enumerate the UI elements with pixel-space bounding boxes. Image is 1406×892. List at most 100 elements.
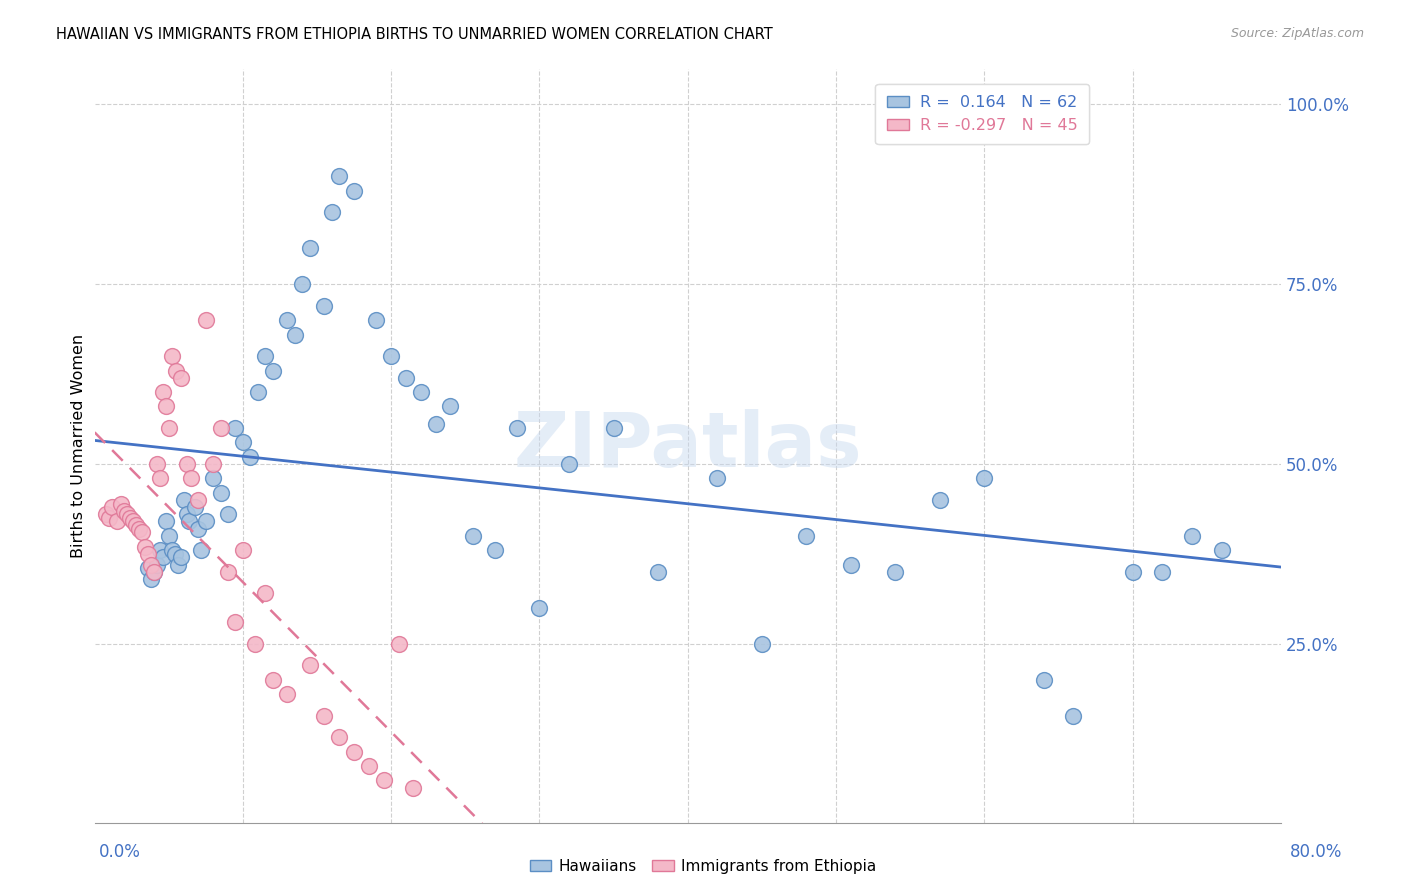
Point <box>298 241 321 255</box>
Point <box>169 370 191 384</box>
Point <box>202 457 225 471</box>
Point <box>173 492 195 507</box>
Point <box>96 508 118 522</box>
Point <box>232 435 254 450</box>
Point <box>157 421 180 435</box>
Point <box>169 550 191 565</box>
Point <box>884 565 907 579</box>
Point <box>112 504 135 518</box>
Point <box>184 500 207 515</box>
Point <box>142 565 165 579</box>
Point <box>328 169 350 184</box>
Point <box>187 492 209 507</box>
Point <box>395 370 418 384</box>
Point <box>243 637 266 651</box>
Text: 0.0%: 0.0% <box>98 843 141 861</box>
Point <box>1122 565 1144 579</box>
Point <box>1152 565 1174 579</box>
Point <box>142 565 165 579</box>
Point <box>529 600 551 615</box>
Point <box>217 565 239 579</box>
Point <box>1032 673 1054 687</box>
Point <box>202 471 225 485</box>
Point <box>1062 708 1084 723</box>
Point <box>298 658 321 673</box>
Point <box>120 511 142 525</box>
Text: HAWAIIAN VS IMMIGRANTS FROM ETHIOPIA BIRTHS TO UNMARRIED WOMEN CORRELATION CHART: HAWAIIAN VS IMMIGRANTS FROM ETHIOPIA BIR… <box>56 27 773 42</box>
Point <box>180 471 202 485</box>
Point <box>224 615 246 629</box>
Point <box>101 500 124 515</box>
Point <box>439 400 461 414</box>
Point <box>558 457 581 471</box>
Point <box>343 745 366 759</box>
Point <box>402 780 425 795</box>
Legend: Hawaiians, Immigrants from Ethiopia: Hawaiians, Immigrants from Ethiopia <box>523 853 883 880</box>
Point <box>209 485 232 500</box>
Point <box>163 547 186 561</box>
Point <box>217 508 239 522</box>
Point <box>254 586 277 600</box>
Point <box>1181 529 1204 543</box>
Point <box>179 515 201 529</box>
Point <box>343 184 366 198</box>
Point <box>321 205 343 219</box>
Point <box>1211 543 1233 558</box>
Point <box>155 515 177 529</box>
Point <box>134 540 156 554</box>
Point <box>357 759 380 773</box>
Point <box>187 522 209 536</box>
Point <box>796 529 818 543</box>
Point <box>157 529 180 543</box>
Point <box>136 547 159 561</box>
Point <box>128 522 150 536</box>
Point <box>122 515 145 529</box>
Point <box>160 349 183 363</box>
Point <box>276 313 298 327</box>
Point <box>146 558 169 572</box>
Point <box>928 492 950 507</box>
Point <box>373 773 395 788</box>
Point <box>115 508 138 522</box>
Point <box>484 543 506 558</box>
Point <box>155 400 177 414</box>
Point <box>149 543 172 558</box>
Point <box>125 518 148 533</box>
Point <box>409 385 432 400</box>
Point <box>366 313 388 327</box>
Point <box>209 421 232 435</box>
Point <box>239 450 262 464</box>
Point <box>262 673 284 687</box>
Point <box>314 299 336 313</box>
Point <box>136 561 159 575</box>
Point <box>751 637 773 651</box>
Point <box>706 471 728 485</box>
Point <box>425 417 447 432</box>
Point <box>160 543 183 558</box>
Point <box>647 565 669 579</box>
Point <box>98 511 121 525</box>
Point <box>506 421 529 435</box>
Point <box>461 529 484 543</box>
Point <box>276 687 298 701</box>
Text: ZIPatlas: ZIPatlas <box>513 409 862 483</box>
Y-axis label: Births to Unmarried Women: Births to Unmarried Women <box>72 334 86 558</box>
Point <box>149 471 172 485</box>
Point <box>194 313 217 327</box>
Point <box>194 515 217 529</box>
Point <box>254 349 277 363</box>
Point <box>380 349 402 363</box>
Text: 80.0%: 80.0% <box>1291 843 1343 861</box>
Point <box>131 525 153 540</box>
Text: Source: ZipAtlas.com: Source: ZipAtlas.com <box>1230 27 1364 40</box>
Point <box>284 327 307 342</box>
Point <box>602 421 624 435</box>
Point <box>387 637 409 651</box>
Point <box>262 363 284 377</box>
Point <box>166 558 188 572</box>
Point <box>165 363 187 377</box>
Point <box>328 730 350 744</box>
Point <box>973 471 995 485</box>
Point <box>152 385 174 400</box>
Point <box>139 558 162 572</box>
